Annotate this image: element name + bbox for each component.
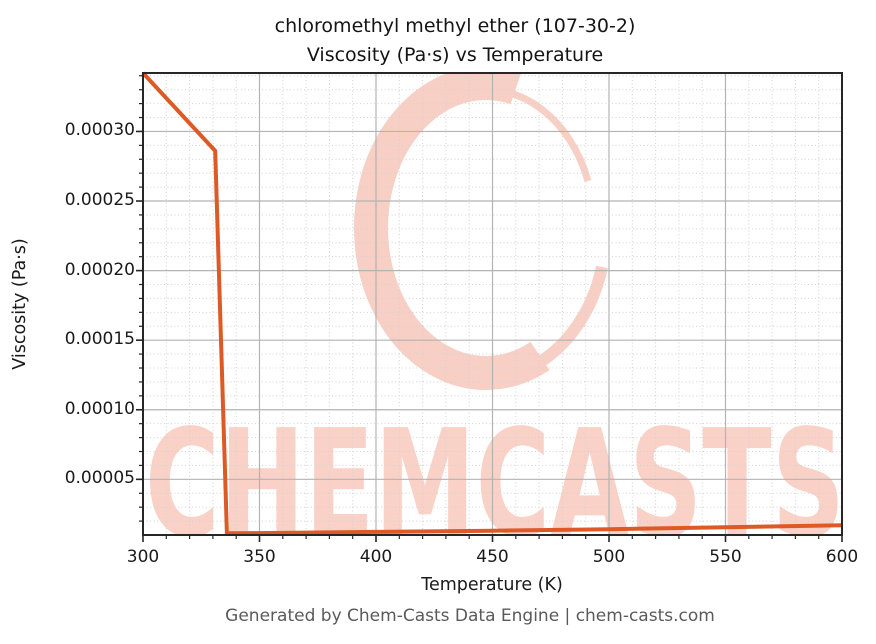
- chart-title: chloromethyl methyl ether (107-30-2) Vis…: [275, 12, 636, 70]
- y-axis-label: Viscosity (Pa·s): [10, 238, 30, 370]
- x-tick-label: 600: [825, 547, 859, 567]
- axes-spines: [142, 72, 843, 536]
- brush-circle-logo-icon: [354, 73, 608, 390]
- chart-title-line2: Viscosity (Pa·s) vs Temperature: [306, 44, 604, 66]
- x-tick-label: 450: [476, 547, 509, 567]
- x-tick-label: 400: [359, 547, 393, 567]
- y-tick-label: 0.00025: [64, 190, 135, 211]
- x-tick-label: 300: [126, 547, 160, 567]
- watermark-text: CHEMCASTS: [145, 398, 845, 570]
- viscosity-line-series: [141, 71, 843, 536]
- watermark-layer: CHEMCASTS: [145, 73, 845, 570]
- y-tick-label: 0.00010: [64, 398, 135, 419]
- x-axis-label: Temperature (K): [421, 575, 563, 595]
- y-tick-label: 0.00030: [64, 120, 135, 141]
- x-tick-label: 550: [709, 547, 742, 567]
- y-tick-label: 0.00020: [64, 259, 135, 280]
- y-tick-label: 0.00015: [64, 329, 135, 350]
- footer-credit: Generated by Chem-Casts Data Engine | ch…: [225, 606, 715, 626]
- grid-major: [142, 73, 843, 535]
- x-tick-label: 500: [592, 547, 626, 567]
- chart-title-line1: chloromethyl methyl ether (107-30-2): [274, 15, 636, 37]
- x-tick-label: 350: [243, 547, 276, 567]
- y-tick-label: 0.00005: [64, 468, 135, 489]
